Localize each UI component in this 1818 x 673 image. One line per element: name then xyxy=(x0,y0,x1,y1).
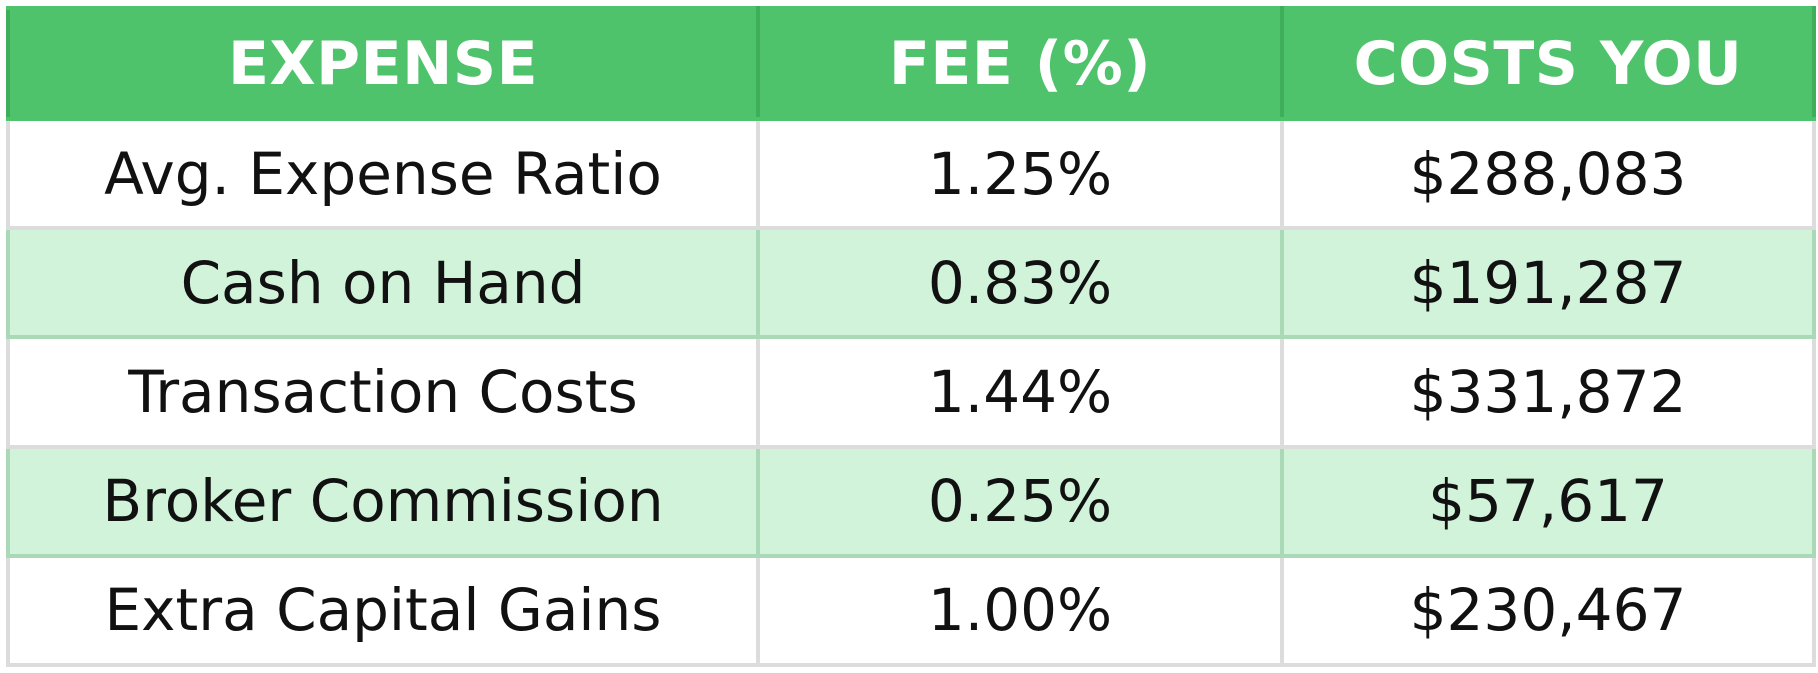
table-row: Transaction Costs 1.44% $331,872 xyxy=(6,337,1816,449)
table-row: Broker Commission 0.25% $57,617 xyxy=(6,444,1816,558)
table-row: Avg. Expense Ratio 1.25% $288,083 xyxy=(6,119,1816,231)
table-header-row: EXPENSE FEE (%) COSTS YOU xyxy=(6,6,1816,121)
cell-expense: Transaction Costs xyxy=(6,337,760,449)
table-row: Extra Capital Gains 1.00% $230,467 xyxy=(6,555,1816,668)
cell-fee: 0.83% xyxy=(756,226,1284,340)
cell-cost: $191,287 xyxy=(1280,226,1816,340)
cell-expense: Extra Capital Gains xyxy=(6,555,760,668)
cell-cost: $230,467 xyxy=(1280,555,1816,668)
cell-cost: $288,083 xyxy=(1280,119,1816,231)
expense-table-container: EXPENSE FEE (%) COSTS YOU Avg. Expense R… xyxy=(6,6,1816,668)
cell-expense: Cash on Hand xyxy=(6,226,760,340)
column-header-fee: FEE (%) xyxy=(756,6,1284,121)
cell-expense: Avg. Expense Ratio xyxy=(6,119,760,231)
table-row: Cash on Hand 0.83% $191,287 xyxy=(6,226,1816,340)
column-header-expense: EXPENSE xyxy=(6,6,760,121)
cell-fee: 1.25% xyxy=(756,119,1284,231)
cell-cost: $331,872 xyxy=(1280,337,1816,449)
expense-table: EXPENSE FEE (%) COSTS YOU Avg. Expense R… xyxy=(6,6,1816,668)
cell-fee: 0.25% xyxy=(756,444,1284,558)
cell-fee: 1.44% xyxy=(756,337,1284,449)
cell-fee: 1.00% xyxy=(756,555,1284,668)
cell-cost: $57,617 xyxy=(1280,444,1816,558)
column-header-costs: COSTS YOU xyxy=(1280,6,1816,121)
cell-expense: Broker Commission xyxy=(6,444,760,558)
